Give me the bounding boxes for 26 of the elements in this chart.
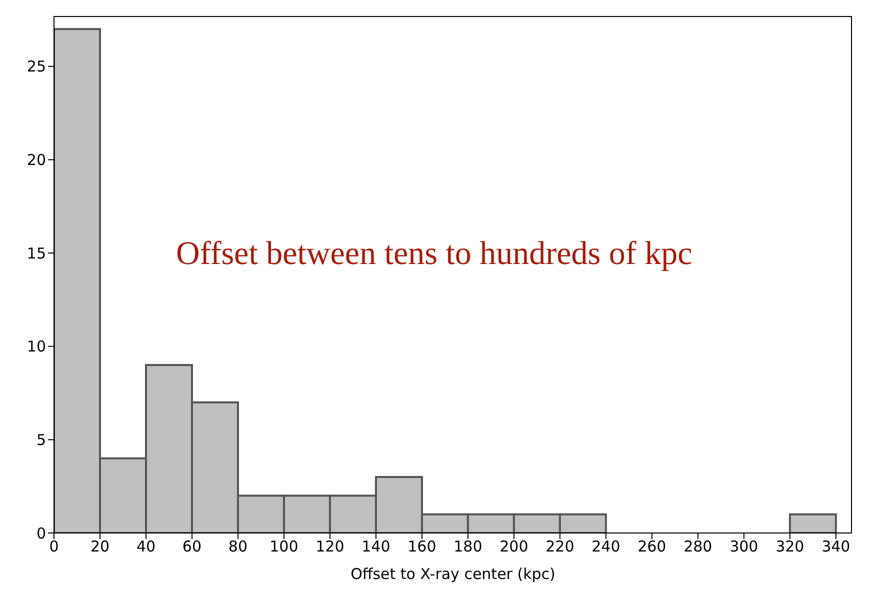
y-tick-label: 15 bbox=[26, 244, 46, 262]
annotation: Offset between tens to hundreds of kpc bbox=[176, 236, 692, 273]
x-tick-label: 40 bbox=[136, 538, 156, 556]
x-tick-label: 60 bbox=[182, 538, 202, 556]
y-tick-label: 5 bbox=[36, 431, 46, 450]
x-tick-label: 200 bbox=[500, 538, 528, 556]
x-tick-label: 120 bbox=[316, 538, 344, 556]
y-tick-label: 20 bbox=[26, 151, 46, 170]
x-tick-label: 220 bbox=[546, 538, 574, 556]
x-tick-label: 0 bbox=[49, 538, 59, 556]
y-tick-label: 25 bbox=[26, 58, 46, 76]
y-tick-label: 10 bbox=[26, 338, 46, 356]
x-tick-label: 240 bbox=[592, 538, 620, 556]
x-tick-label: 80 bbox=[228, 538, 248, 556]
x-tick-label: 280 bbox=[684, 538, 712, 556]
x-tick-label: 160 bbox=[408, 538, 436, 556]
x-tick-label: 100 bbox=[270, 538, 298, 556]
x-tick-label: 140 bbox=[362, 538, 390, 556]
x-axis-title: Offset to X-ray center (kpc) bbox=[350, 565, 556, 583]
x-tick-label: 340 bbox=[822, 538, 850, 556]
x-tick-label: 260 bbox=[638, 538, 666, 556]
x-tick-label: 320 bbox=[776, 538, 804, 556]
y-tick-label: 0 bbox=[36, 524, 46, 542]
x-tick-label: 180 bbox=[454, 538, 482, 556]
x-tick-label: 300 bbox=[730, 538, 758, 556]
x-tick-label: 20 bbox=[90, 538, 110, 556]
